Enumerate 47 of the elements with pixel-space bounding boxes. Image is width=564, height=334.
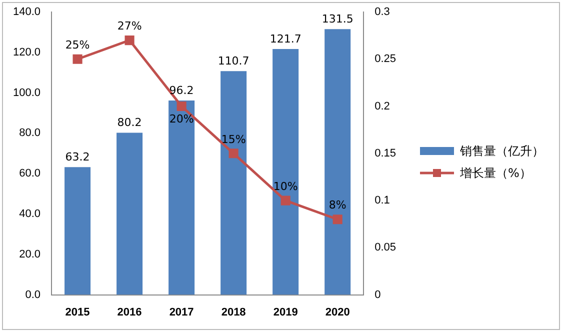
data-label: 8%: [328, 198, 346, 212]
y2-tick-label: 0.3: [374, 6, 390, 18]
y-tick-label: 140.0: [12, 6, 41, 18]
x-tick-label: 2020: [325, 306, 350, 318]
data-label: 110.7: [218, 54, 250, 68]
bar: [64, 167, 91, 295]
data-label: 121.7: [270, 32, 302, 46]
point: [332, 214, 342, 224]
y2-tick-label: 0.25: [374, 53, 396, 66]
y2-tick-label: 0.1: [374, 194, 390, 207]
y-tick-label: 0.0: [25, 288, 41, 301]
point: [72, 54, 82, 64]
bar: [324, 29, 351, 295]
legend-label: 增长量（%）: [460, 165, 532, 182]
x-tick-label: 2018: [221, 306, 246, 318]
y2-tick-label: 0.2: [374, 100, 390, 112]
x-tick-label: 2017: [169, 306, 194, 318]
x-tick-label: 2019: [273, 306, 298, 318]
x-tick-label: 2016: [117, 306, 142, 318]
y2-tick-label: 0: [374, 288, 381, 301]
data-label: 63.2: [65, 150, 90, 164]
y-tick-label: 80.0: [19, 127, 41, 140]
point: [280, 196, 290, 206]
y-tick-label: 100.0: [12, 86, 41, 99]
data-label: 20%: [169, 112, 194, 126]
point: [228, 148, 238, 158]
bar: [116, 132, 143, 295]
data-label: 25%: [65, 38, 90, 52]
y-tick-label: 20.0: [19, 248, 41, 260]
data-label: 27%: [117, 20, 142, 33]
data-label: 80.2: [117, 116, 142, 130]
bar: [272, 48, 299, 295]
point: [176, 101, 186, 112]
data-label: 131.5: [322, 12, 354, 26]
bar: [168, 100, 195, 295]
point: [124, 35, 134, 46]
x-tick-label: 2015: [65, 306, 90, 318]
data-label: 10%: [273, 180, 298, 193]
y2-tick-label: 0.05: [374, 242, 396, 254]
legend-label: 销售量（亿升）: [460, 143, 544, 160]
y-tick-label: 120.0: [12, 46, 41, 58]
data-label: 96.2: [169, 84, 194, 97]
y-tick-label: 60.0: [19, 168, 41, 180]
y-tick-label: 40.0: [19, 208, 41, 220]
y2-tick-label: 0.15: [374, 147, 396, 160]
data-label: 15%: [221, 132, 246, 146]
bar: [220, 71, 247, 295]
